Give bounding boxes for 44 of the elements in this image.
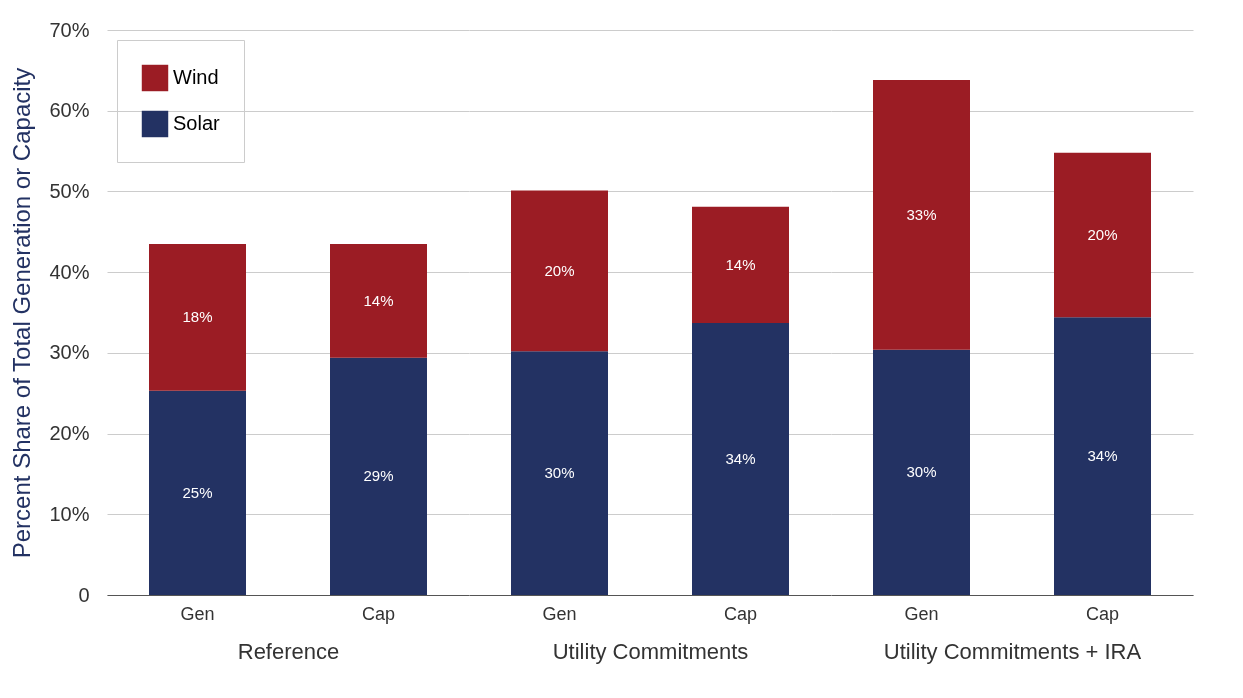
data-label: 29% bbox=[363, 467, 394, 485]
y-tick-label: 60% bbox=[49, 99, 90, 122]
text: Reference bbox=[237, 638, 340, 664]
text: Utility Commitments + IRA bbox=[883, 638, 1142, 664]
data-label: 14% bbox=[725, 255, 756, 273]
bar bbox=[149, 390, 246, 595]
x-tick-label: Cap bbox=[723, 603, 758, 624]
y-tick-label: 20% bbox=[49, 422, 90, 445]
bar bbox=[692, 206, 789, 323]
x-tick-label: Gen bbox=[904, 603, 939, 624]
y-tick-label: 30% bbox=[49, 341, 90, 364]
data-label: 25% bbox=[182, 483, 213, 501]
y-tick-label: 0 bbox=[78, 583, 90, 606]
y-axis-title: Percent Share of Total Generation or Capacity bbox=[8, 67, 36, 559]
x-tick-label: Gen bbox=[542, 603, 577, 624]
bar bbox=[692, 322, 789, 595]
text: Utility Commitments bbox=[552, 638, 749, 664]
data-label: 20% bbox=[544, 261, 575, 279]
data-label: 34% bbox=[725, 450, 756, 467]
y-tick-label: 10% bbox=[49, 502, 90, 525]
bar bbox=[1054, 317, 1151, 595]
bar bbox=[330, 243, 427, 358]
data-label: 30% bbox=[544, 464, 575, 482]
bar bbox=[511, 351, 608, 595]
data-label: 20% bbox=[1087, 226, 1118, 244]
x-tick-label: Cap bbox=[361, 603, 396, 624]
y-tick-label: 50% bbox=[49, 179, 90, 202]
data-label: 33% bbox=[906, 205, 937, 223]
x-tick-label: Gen bbox=[180, 603, 215, 624]
data-label: 34% bbox=[1087, 447, 1118, 465]
bar bbox=[511, 190, 608, 352]
bar bbox=[1054, 152, 1151, 318]
legend-label: Wind bbox=[173, 66, 219, 88]
data-label: 30% bbox=[906, 463, 937, 481]
data-label: 14% bbox=[363, 291, 394, 309]
y-tick-label: 40% bbox=[49, 260, 90, 283]
bar bbox=[873, 349, 970, 595]
x-tick-label: Cap bbox=[1085, 603, 1120, 624]
y-tick-label: 70% bbox=[49, 18, 90, 41]
data-label: 18% bbox=[182, 308, 213, 326]
bar bbox=[330, 357, 427, 595]
bar bbox=[873, 80, 970, 350]
bar bbox=[149, 243, 246, 391]
legend-label: Solar bbox=[173, 112, 221, 134]
